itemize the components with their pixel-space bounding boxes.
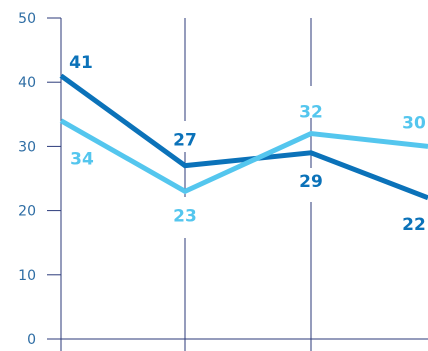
series-1-data-label-4: 22 (402, 215, 426, 235)
series-2-data-label-1: 34 (70, 150, 94, 170)
series-1-data-label-1: 41 (69, 53, 93, 73)
series-1-data-label-2: 27 (173, 131, 197, 151)
series-2-data-label-4: 30 (402, 113, 426, 133)
series-1-line (59, 73, 428, 201)
series-1-data-label-3: 29 (299, 172, 323, 192)
y-tick-label-10: 10 (18, 268, 36, 284)
y-tick-label-20: 20 (18, 204, 36, 220)
y-tick-label-40: 40 (18, 75, 36, 91)
series-2-line (59, 118, 428, 195)
series-2-data-label-3: 32 (299, 103, 323, 123)
x-gridlines (184, 18, 312, 351)
y-tick-label-30: 30 (18, 139, 36, 155)
y-tick-label-0: 0 (27, 332, 36, 348)
series-2-data-label-2: 23 (173, 206, 197, 226)
y-tick-label-50: 50 (18, 11, 36, 27)
